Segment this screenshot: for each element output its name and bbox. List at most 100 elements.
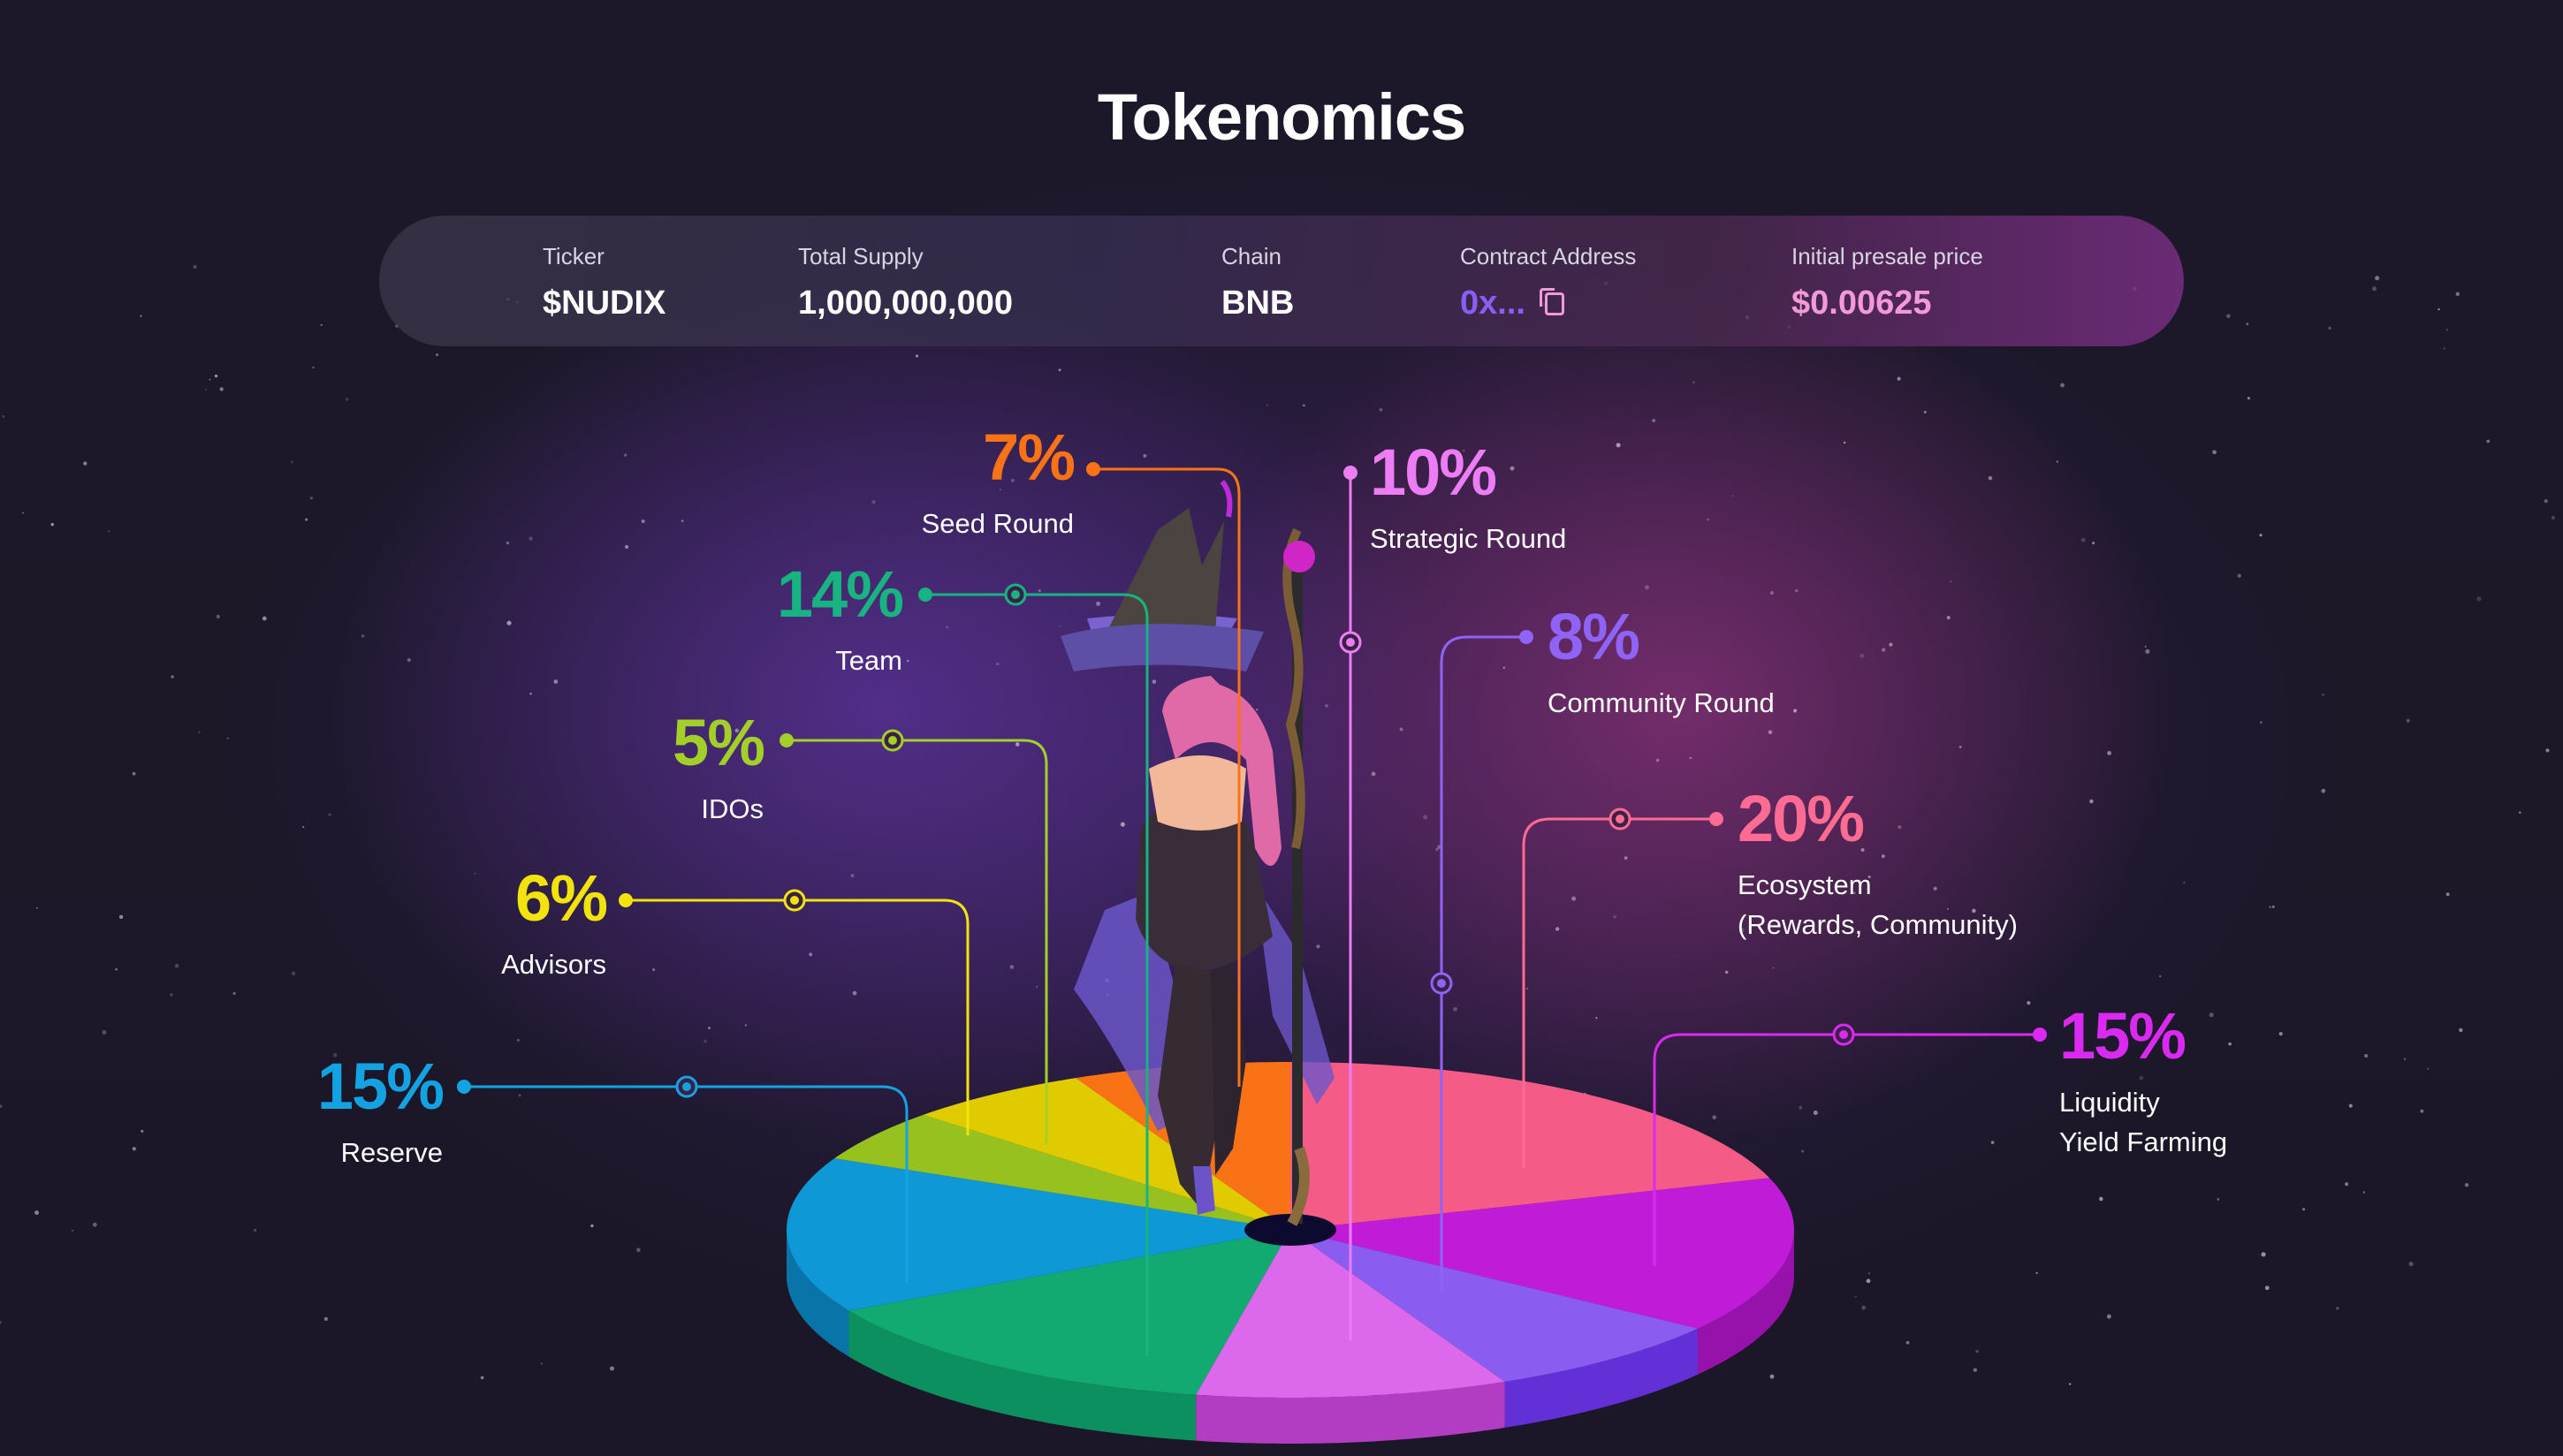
ticker-value: $NUDIX xyxy=(543,284,666,322)
star xyxy=(2443,347,2446,350)
star xyxy=(2035,1271,2038,1275)
team-callout-line xyxy=(925,593,1149,1356)
star xyxy=(50,522,54,527)
supply-value: 1,000,000,000 xyxy=(798,284,1014,322)
star xyxy=(624,453,627,457)
star xyxy=(209,378,211,381)
star xyxy=(850,874,855,878)
advisors-percent: 6% xyxy=(515,861,608,935)
price-value: $0.00625 xyxy=(1791,284,1932,322)
star xyxy=(309,497,314,500)
star xyxy=(2139,1075,2143,1081)
star xyxy=(2145,648,2150,654)
star xyxy=(0,1321,2,1324)
liquidity-label-line1: Liquidity xyxy=(2059,1087,2160,1118)
star xyxy=(1946,616,1951,620)
star xyxy=(2302,1208,2306,1211)
star xyxy=(517,1038,520,1042)
star xyxy=(641,519,645,523)
star xyxy=(1035,985,1038,988)
star xyxy=(2259,534,2263,537)
liquidity-callout-line xyxy=(1653,1033,2040,1266)
star xyxy=(1854,1295,1857,1298)
star xyxy=(2056,460,2058,463)
supply-label: Total Supply xyxy=(798,243,924,269)
liquidity-callout-dot xyxy=(2033,1028,2047,1042)
star xyxy=(2551,515,2556,520)
star xyxy=(1152,679,1157,684)
star xyxy=(1015,742,1019,745)
star xyxy=(1801,1149,1805,1153)
reserve-label: Reserve xyxy=(340,1137,443,1168)
star xyxy=(216,614,220,618)
star xyxy=(996,662,1000,666)
star xyxy=(1502,666,1506,670)
star xyxy=(1379,407,1383,412)
star xyxy=(2217,1198,2220,1201)
community-callout-dot xyxy=(1519,630,1533,644)
star xyxy=(1435,847,1439,852)
star xyxy=(22,512,25,514)
star xyxy=(132,1147,136,1151)
callout-reserve: 15% Reserve xyxy=(317,1051,445,1172)
star xyxy=(291,971,296,975)
star xyxy=(1923,410,1927,414)
ticker-label: Ticker xyxy=(543,243,605,269)
pie-slice-side xyxy=(1504,1328,1699,1428)
star xyxy=(1316,944,1320,949)
star xyxy=(1769,590,1775,595)
star xyxy=(2144,645,2148,648)
star xyxy=(2212,450,2217,455)
star xyxy=(2426,1067,2430,1071)
star xyxy=(1725,970,1729,974)
star xyxy=(1889,642,1893,647)
star xyxy=(108,530,110,533)
star xyxy=(2091,542,2095,545)
star xyxy=(2372,286,2377,292)
star xyxy=(1645,585,1650,590)
star xyxy=(812,596,815,600)
star xyxy=(140,315,142,317)
copy-icon[interactable] xyxy=(1539,288,1564,315)
star xyxy=(2420,1109,2424,1113)
ecosystem-label-line2: (Rewards, Community) xyxy=(1738,909,2018,940)
star xyxy=(946,626,949,629)
star xyxy=(529,536,533,541)
star xyxy=(2445,892,2450,897)
star xyxy=(1975,1349,1979,1354)
token-info-bar: Ticker $NUDIX Total Supply 1,000,000,000… xyxy=(379,216,2184,346)
contract-value[interactable]: 0x... xyxy=(1460,284,1525,322)
star xyxy=(436,353,438,356)
star xyxy=(1689,756,1692,760)
ecosystem-callout-dot xyxy=(1709,812,1723,826)
advisors-callout-ring-center xyxy=(790,896,799,905)
star xyxy=(2321,788,2326,793)
star xyxy=(2271,905,2275,908)
star xyxy=(36,906,39,909)
callout-team: 14% Team xyxy=(777,559,904,680)
star xyxy=(2209,1012,2214,1018)
star xyxy=(2408,1262,2414,1267)
star xyxy=(2375,276,2380,281)
info-supply: Total Supply 1,000,000,000 xyxy=(798,240,1013,325)
star xyxy=(681,519,684,522)
star xyxy=(852,990,857,996)
star xyxy=(2465,1183,2469,1187)
community-percent: 8% xyxy=(1548,600,1640,673)
star xyxy=(2226,314,2231,318)
seed-label: Seed Round xyxy=(921,508,1074,539)
star xyxy=(198,731,201,734)
star xyxy=(590,1224,594,1228)
star xyxy=(1399,727,1403,732)
info-ticker: Ticker $NUDIX xyxy=(543,240,665,325)
star xyxy=(1958,746,1962,748)
star xyxy=(174,963,179,968)
star xyxy=(118,914,124,920)
seed-percent: 7% xyxy=(983,421,1076,494)
strategic-callout-dot xyxy=(1343,466,1358,480)
star xyxy=(518,1094,521,1097)
ecosystem-callout-line xyxy=(1522,817,1716,1168)
callout-idos: 5% IDOs xyxy=(673,708,765,829)
info-contract: Contract Address 0x... xyxy=(1460,240,1636,325)
star xyxy=(171,675,174,679)
